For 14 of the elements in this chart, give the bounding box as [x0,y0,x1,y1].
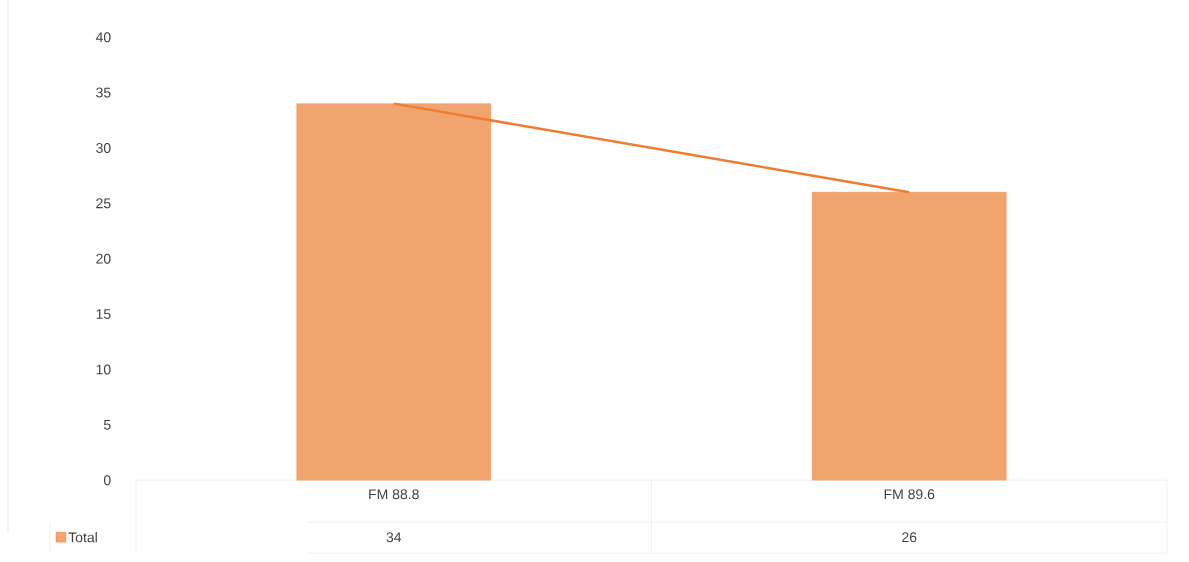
data-label: 26 [902,532,917,543]
y-tick-label: 10 [96,364,111,375]
y-tick-label: 25 [96,198,111,209]
y-tick-label: 20 [96,253,111,264]
y-tick-label: 30 [96,142,111,153]
y-tick-label: 15 [96,309,111,319]
x-tick-label: FM 88.8 [369,489,419,500]
data-label: 34 [386,532,402,543]
x-tick-label: FM 89.6 [884,489,935,500]
y-tick-label: 5 [103,419,111,430]
y-tick-label: 40 [95,32,111,43]
y-tick-label: 35 [96,87,111,98]
legend-label: Total [68,531,97,543]
y-tick-label: 0 [103,475,111,486]
